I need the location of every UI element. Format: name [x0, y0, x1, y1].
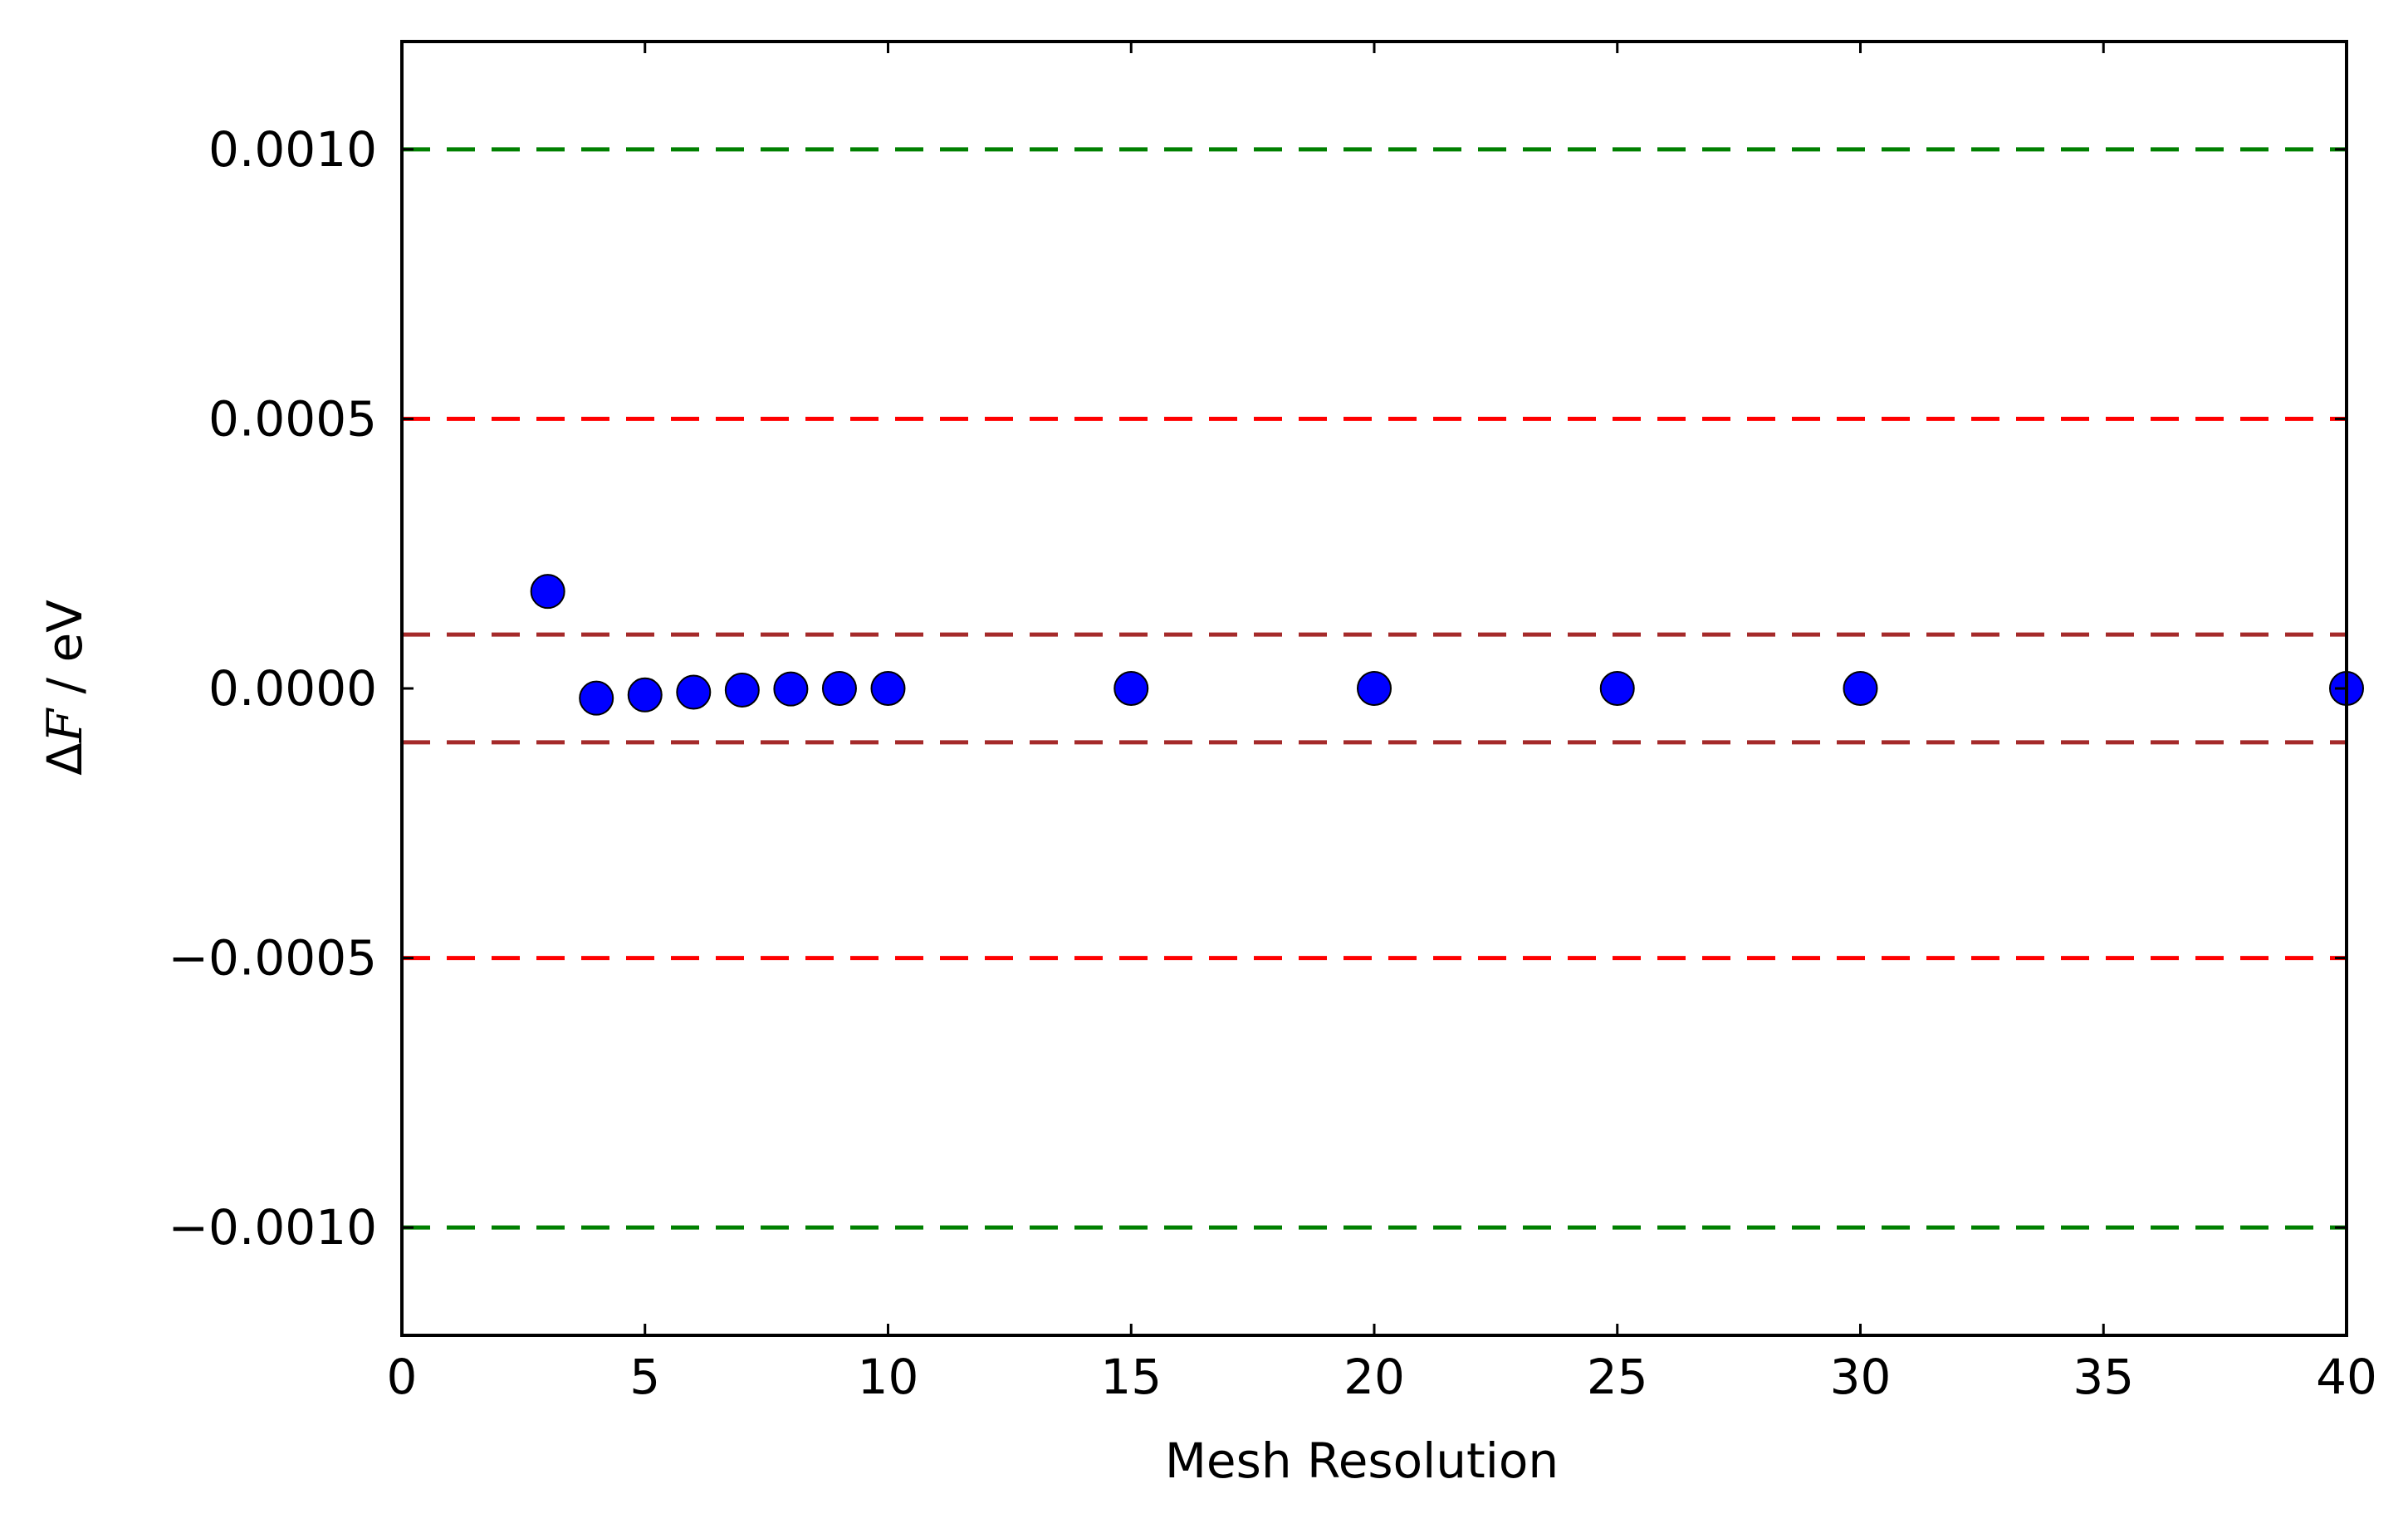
data-point [627, 677, 663, 713]
y-tick-label: −0.0005 [168, 930, 377, 987]
x-tick-label: 40 [2316, 1349, 2377, 1405]
data-point [870, 671, 906, 706]
data-point [1113, 671, 1149, 706]
data-point [821, 671, 857, 706]
data-point [676, 674, 712, 710]
reference-lines [402, 147, 2347, 1230]
x-tick-label: 10 [858, 1349, 919, 1405]
y-axis-label-symbol: F [37, 708, 93, 743]
x-tick-label: 5 [629, 1349, 660, 1405]
data-points [530, 574, 2364, 716]
axis-ticks [400, 42, 2348, 1335]
y-axis-label-unit: / eV [37, 600, 93, 709]
y-tick-label: 0.0005 [208, 390, 377, 447]
x-tick-label: 30 [1830, 1349, 1892, 1405]
y-axis-label: ΔF / eV [37, 600, 93, 776]
x-tick-label: 25 [1587, 1349, 1648, 1405]
y-tick-label: 0.0010 [208, 121, 377, 178]
y-tick-label: 0.0000 [208, 660, 377, 717]
data-point [1843, 671, 1878, 706]
data-point [1599, 671, 1635, 706]
data-point [773, 671, 809, 707]
data-point [530, 574, 565, 610]
data-point [1357, 671, 1392, 706]
data-point [579, 680, 614, 716]
x-tick-label: 20 [1343, 1349, 1405, 1405]
x-tick-labels: 0 5 10 15 20 25 30 35 40 [387, 1349, 2377, 1405]
y-tick-labels: 0.0010 0.0005 0.0000 −0.0005 −0.0010 [168, 121, 377, 1256]
x-tick-label: 15 [1100, 1349, 1162, 1405]
data-point [724, 672, 760, 708]
x-axis-label: Mesh Resolution [1165, 1433, 1559, 1489]
x-tick-label: 35 [2073, 1349, 2134, 1405]
y-tick-label: −0.0010 [168, 1199, 377, 1256]
y-axis-label-delta: Δ [37, 742, 93, 776]
x-tick-label: 0 [387, 1349, 418, 1405]
